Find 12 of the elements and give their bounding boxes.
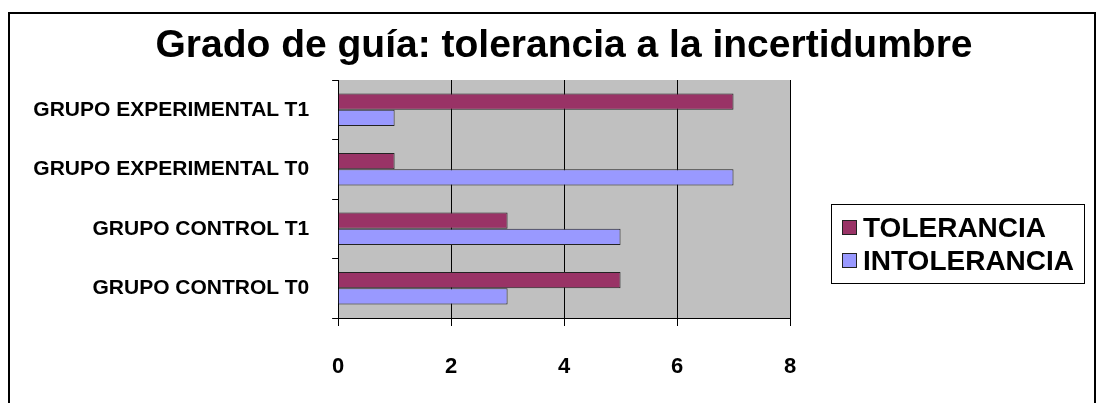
y-tick-label: GRUPO CONTROL T1 <box>92 215 310 239</box>
y-tick-label: GRUPO CONTROL T0 <box>92 275 310 299</box>
y-tick-label: GRUPO EXPERIMENTAL T1 <box>33 96 310 120</box>
chart-title: Grado de guía: tolerancia a la incertidumbre <box>154 21 974 67</box>
x-tick-label: 0 <box>332 353 345 379</box>
x-tick-label: 4 <box>557 353 571 379</box>
x-tick-label: 6 <box>670 353 684 379</box>
y-tick-label: GRUPO EXPERIMENTAL T0 <box>33 156 310 180</box>
x-tick-label: 2 <box>444 353 458 379</box>
legend-label: INTOLERANCIA <box>863 244 1075 277</box>
legend-label: TOLERANCIA <box>863 211 1047 244</box>
x-tick-label: 8 <box>783 353 797 379</box>
